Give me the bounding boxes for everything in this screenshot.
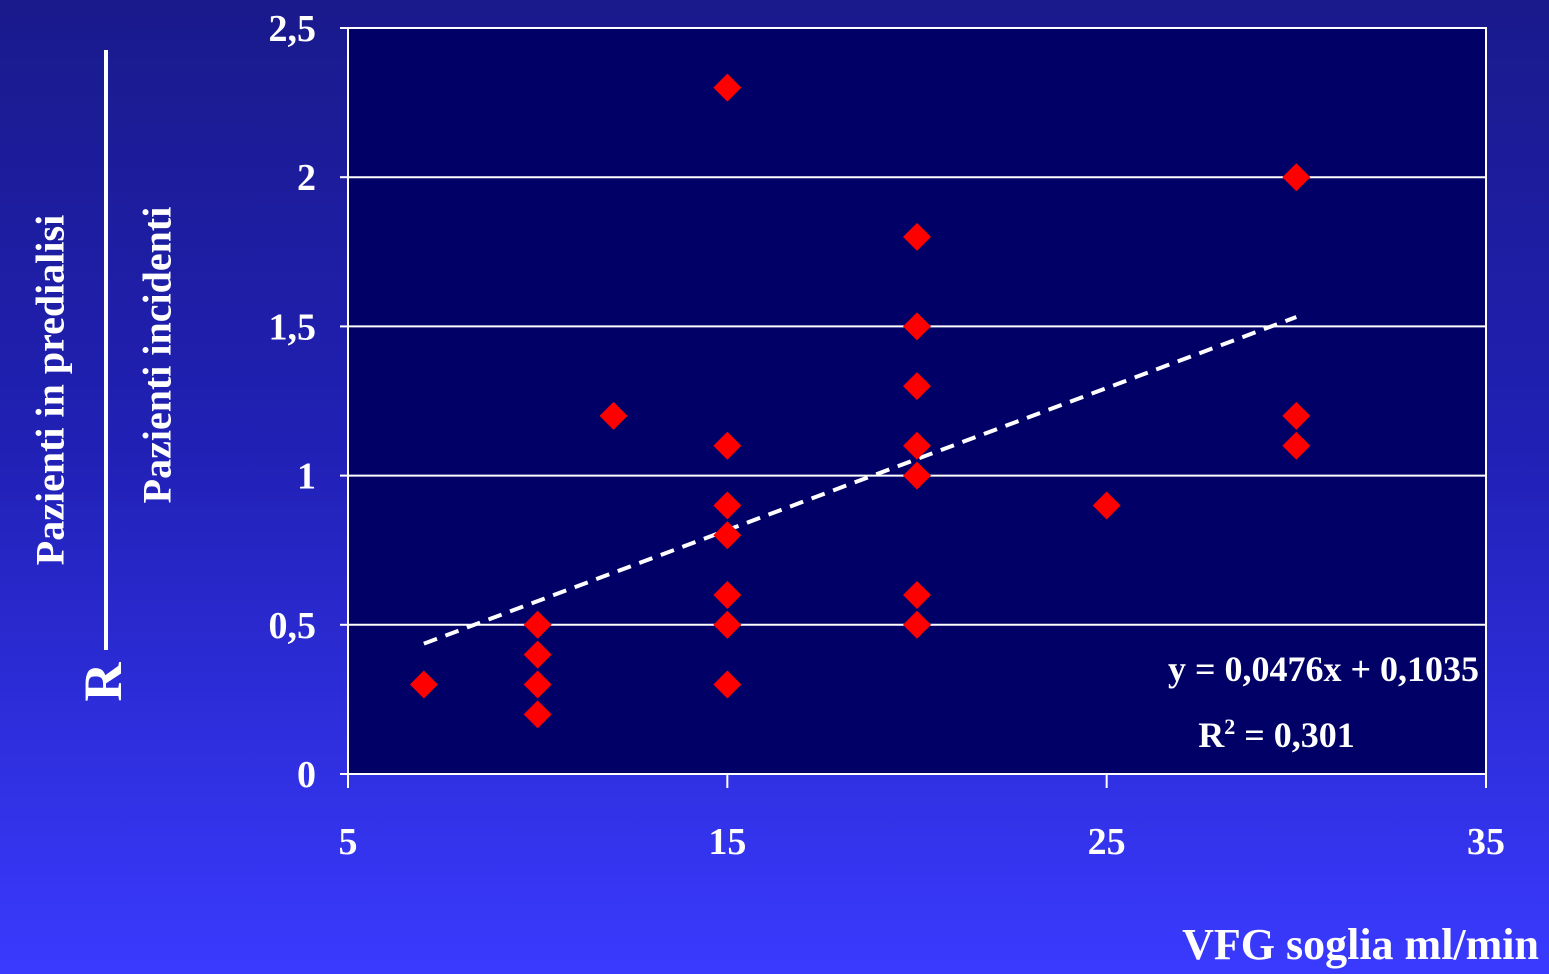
data-point bbox=[713, 73, 742, 102]
y-tick-label: 2,5 bbox=[269, 8, 317, 50]
y-axis-fraction-bar bbox=[104, 50, 108, 650]
r2-label: R bbox=[1198, 715, 1225, 755]
data-point bbox=[523, 640, 552, 669]
data-point bbox=[903, 461, 931, 490]
x-tick-label: 15 bbox=[708, 821, 746, 863]
data-point bbox=[1092, 491, 1121, 520]
data-point bbox=[1282, 431, 1311, 460]
data-point bbox=[903, 610, 931, 639]
trendline-r-squared: R2 = 0,301 bbox=[1074, 714, 1479, 756]
x-axis-label: VFG soglia ml/min bbox=[1182, 920, 1539, 969]
y-tick-label: 0,5 bbox=[269, 605, 317, 647]
data-point bbox=[903, 431, 931, 460]
r2-superscript: 2 bbox=[1224, 714, 1236, 739]
data-point bbox=[713, 580, 742, 609]
trendline-equation: y = 0,0476x + 0,1035 bbox=[1167, 649, 1479, 689]
y-tick-label: 1,5 bbox=[269, 306, 317, 348]
data-point bbox=[1282, 163, 1311, 192]
trendline bbox=[423, 315, 1298, 646]
data-point bbox=[409, 670, 438, 699]
y-axis-label-r: R bbox=[73, 662, 133, 702]
data-point bbox=[903, 312, 931, 341]
data-point bbox=[523, 700, 552, 729]
data-point bbox=[599, 401, 628, 430]
data-point bbox=[903, 580, 931, 609]
data-point bbox=[713, 610, 742, 639]
y-tick-label: 0 bbox=[297, 754, 316, 796]
r2-value: = 0,301 bbox=[1235, 715, 1355, 755]
data-point bbox=[1282, 401, 1311, 430]
y-axis-label-numerator: Pazienti in predialisi bbox=[27, 214, 73, 566]
x-tick-label: 35 bbox=[1467, 821, 1505, 863]
y-axis-label-denominator: Pazienti incidenti bbox=[134, 206, 180, 504]
data-point bbox=[903, 222, 931, 251]
data-point bbox=[523, 610, 552, 639]
y-tick-label: 1 bbox=[297, 456, 316, 498]
data-point bbox=[523, 670, 552, 699]
data-point bbox=[713, 670, 742, 699]
x-tick-label: 5 bbox=[339, 821, 358, 863]
data-point bbox=[713, 521, 742, 550]
y-tick-label: 2 bbox=[297, 157, 316, 199]
data-point bbox=[713, 431, 742, 460]
data-point bbox=[903, 372, 931, 401]
x-tick-label: 25 bbox=[1088, 821, 1126, 863]
data-point bbox=[713, 491, 742, 520]
